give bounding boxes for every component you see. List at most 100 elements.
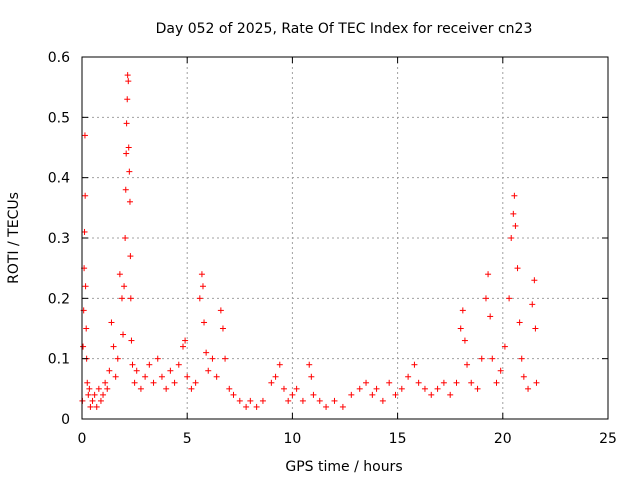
data-point: [87, 403, 94, 410]
data-point: [226, 385, 233, 392]
data-point: [97, 397, 104, 404]
data-point: [464, 361, 471, 368]
data-point: [125, 78, 132, 85]
y-tick-label: 0.1: [48, 352, 70, 368]
data-point: [133, 367, 140, 374]
x-tick-labels: 0 5 10 15 20 25: [78, 431, 617, 447]
data-point: [405, 373, 412, 380]
data-point: [434, 385, 441, 392]
y-tick-label: 0.6: [48, 50, 70, 66]
data-point: [457, 325, 464, 332]
data-point: [493, 379, 500, 386]
data-point: [259, 397, 266, 404]
data-point: [150, 379, 157, 386]
x-axis-label: GPS time / hours: [285, 459, 402, 475]
data-point: [171, 379, 178, 386]
y-tick-label: 0.3: [48, 231, 70, 247]
data-point: [198, 271, 205, 278]
data-point: [82, 192, 89, 199]
data-point: [89, 397, 96, 404]
data-point: [126, 168, 133, 175]
data-point: [512, 222, 519, 229]
chart-title: Day 052 of 2025, Rate Of TEC Index for r…: [156, 21, 533, 37]
x-tick-label: 25: [599, 431, 617, 447]
data-point: [482, 295, 489, 302]
data-point: [310, 391, 317, 398]
data-point: [272, 373, 279, 380]
data-point: [154, 355, 161, 362]
data-point: [501, 343, 508, 350]
data-point: [516, 319, 523, 326]
data-point: [217, 307, 224, 314]
data-point: [163, 385, 170, 392]
data-point: [123, 120, 130, 127]
y-tick-label: 0: [61, 412, 70, 428]
data-point: [205, 367, 212, 374]
data-point: [100, 391, 107, 398]
data-point: [124, 96, 131, 103]
data-point: [121, 283, 128, 290]
data-point: [398, 385, 405, 392]
data-point: [81, 132, 88, 139]
data-point: [127, 295, 134, 302]
data-point: [104, 385, 111, 392]
data-point: [489, 355, 496, 362]
data-point: [323, 403, 330, 410]
data-point: [122, 186, 129, 193]
data-point: [247, 397, 254, 404]
data-point: [308, 373, 315, 380]
data-point: [123, 150, 130, 157]
data-point: [230, 391, 237, 398]
data-point: [81, 228, 88, 235]
data-point: [127, 253, 134, 260]
data-point: [192, 379, 199, 386]
data-point: [131, 379, 138, 386]
data-point: [525, 385, 532, 392]
x-tick-label: 5: [183, 431, 192, 447]
data-point: [508, 235, 515, 241]
data-point: [243, 403, 250, 410]
data-point: [487, 313, 494, 320]
data-point: [106, 367, 113, 374]
data-point: [529, 301, 536, 308]
data-point: [158, 373, 165, 380]
data-point: [120, 331, 127, 338]
data-point: [511, 192, 518, 199]
data-point: [142, 373, 149, 380]
data-point: [428, 391, 435, 398]
data-point: [440, 379, 447, 386]
data-point: [348, 391, 355, 398]
data-point: [316, 397, 323, 404]
data-point: [196, 295, 203, 302]
data-point: [280, 385, 287, 392]
x-tick-label: 0: [78, 431, 87, 447]
data-point: [306, 361, 313, 368]
data-point: [201, 319, 208, 326]
data-point: [497, 367, 504, 374]
data-point: [356, 385, 363, 392]
data-point: [253, 403, 260, 410]
data-point: [392, 391, 399, 398]
data-point: [363, 379, 370, 386]
data-point: [126, 198, 133, 205]
data-point: [386, 379, 393, 386]
data-point: [213, 373, 220, 380]
data-point: [531, 277, 538, 284]
data-point: [285, 397, 292, 404]
data-point: [146, 361, 153, 368]
data-point: [474, 385, 481, 392]
x-tick-label: 10: [283, 431, 301, 447]
data-point: [122, 235, 129, 241]
data-point: [83, 325, 90, 332]
grid-lines: [82, 57, 608, 419]
axis-ticks: [81, 56, 609, 420]
data-point: [167, 367, 174, 374]
data-point: [533, 379, 540, 386]
data-point: [114, 355, 121, 362]
data-point: [453, 379, 460, 386]
data-point: [116, 271, 123, 278]
data-point: [299, 397, 306, 404]
data-point: [478, 355, 485, 362]
data-point: [222, 355, 229, 362]
data-point: [411, 361, 418, 368]
